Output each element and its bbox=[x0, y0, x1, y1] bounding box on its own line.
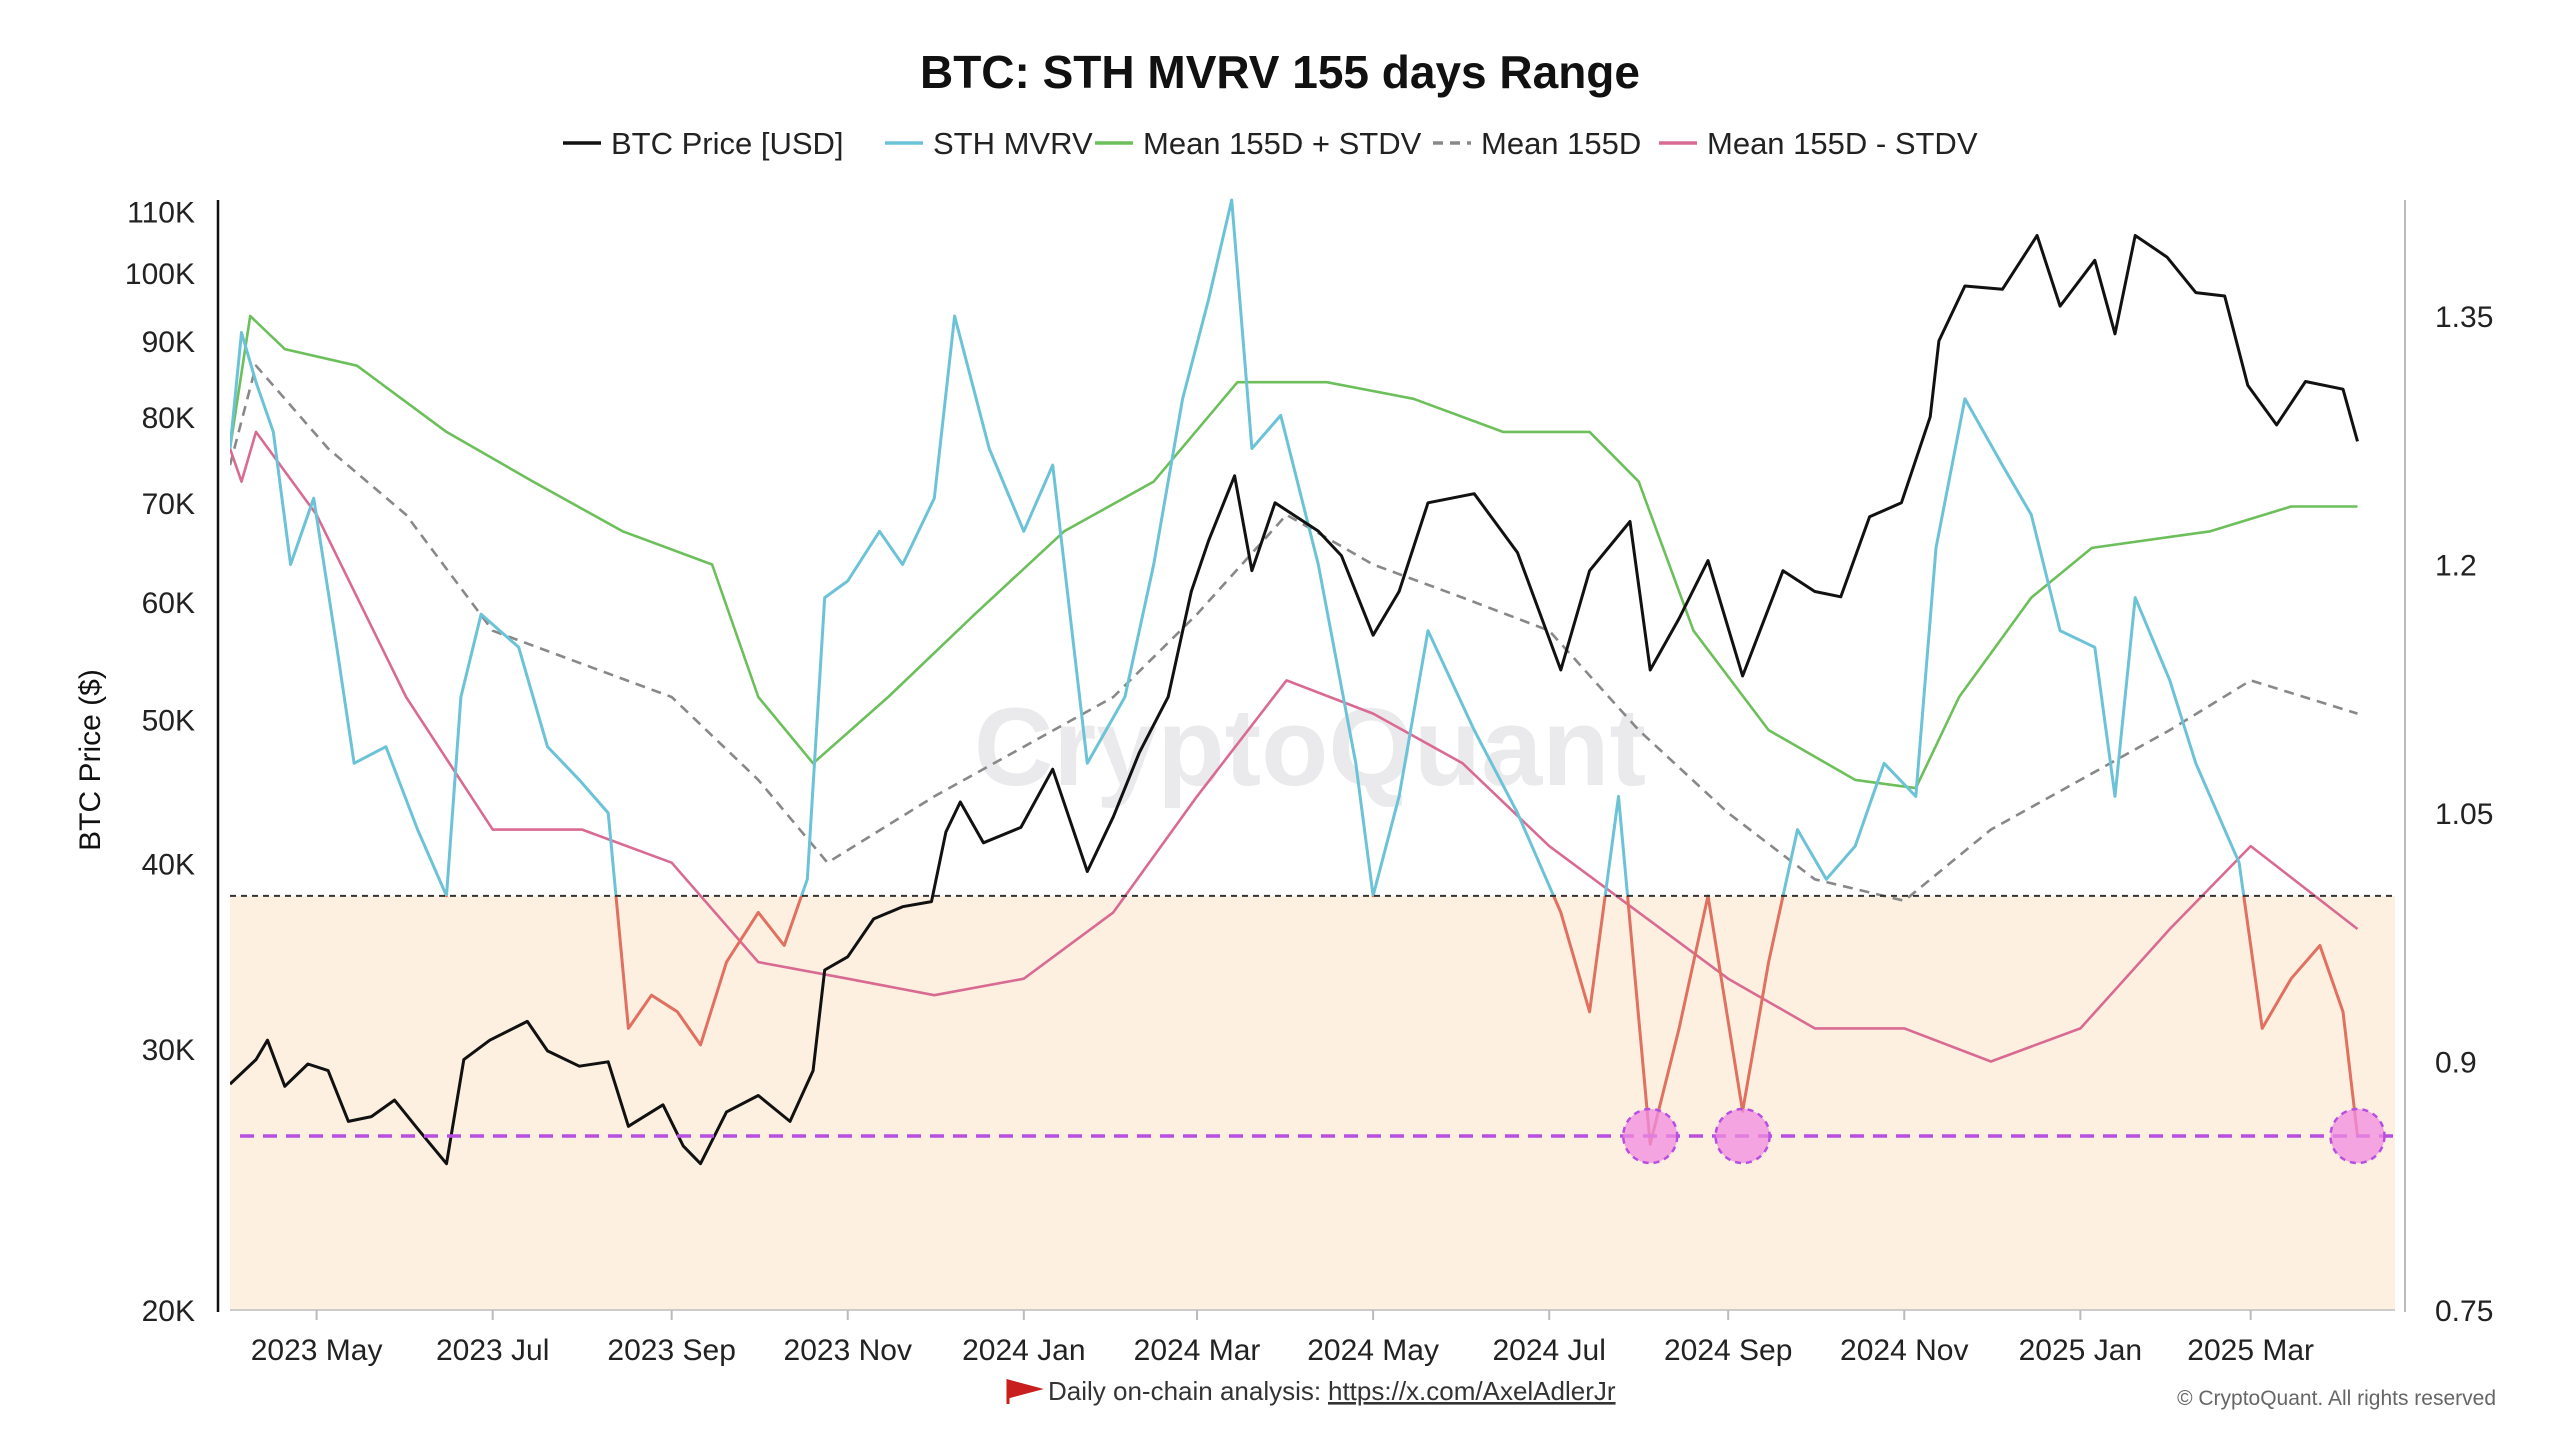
reference-lines bbox=[230, 894, 2395, 1138]
y-left-tick-label: 70K bbox=[142, 488, 195, 521]
legend: BTC Price [USD] STH MVRV Mean 155D + STDV M… bbox=[563, 126, 1978, 161]
x-tick-label: 2023 May bbox=[251, 1334, 383, 1367]
legend-item-mean-155d-stdv: Mean 155D + STDV bbox=[1095, 126, 1422, 161]
footer: Daily on-chain analysis: https://x.com/A… bbox=[1006, 1376, 2496, 1410]
flag-icon bbox=[1006, 1379, 1044, 1404]
y-left-tick-label: 50K bbox=[142, 705, 195, 738]
y-axis-left-label: BTC Price ($) bbox=[74, 669, 107, 851]
highlights bbox=[1621, 1107, 2386, 1165]
copyright: © CryptoQuant. All rights reserved bbox=[2177, 1387, 2496, 1410]
series-mean-155d-line bbox=[230, 364, 2358, 903]
series-sth-mvrv-line bbox=[230, 198, 2246, 896]
legend-item-btc-price-usd: BTC Price [USD] bbox=[563, 126, 844, 161]
x-tick-label: 2023 Sep bbox=[607, 1334, 735, 1367]
legend-label: BTC Price [USD] bbox=[611, 126, 844, 161]
x-tick-label: 2024 Sep bbox=[1664, 1334, 1792, 1367]
x-tick-label: 2024 May bbox=[1307, 1334, 1439, 1367]
legend-label: Mean 155D + STDV bbox=[1143, 126, 1422, 161]
x-tick-label: 2023 Jul bbox=[436, 1334, 549, 1367]
y-left-tick-label: 20K bbox=[142, 1295, 195, 1328]
y-left-tick-label: 80K bbox=[142, 402, 195, 435]
legend-label: Mean 155D bbox=[1481, 126, 1641, 161]
y-left-tick-label: 30K bbox=[142, 1034, 195, 1067]
legend-label: STH MVRV bbox=[933, 126, 1093, 161]
footer-text: Daily on-chain analysis: bbox=[1048, 1376, 1321, 1406]
y-left-tick-label: 90K bbox=[142, 326, 195, 359]
x-tick-label: 2025 Jan bbox=[2019, 1334, 2142, 1367]
highlight-circle-1 bbox=[1621, 1107, 1679, 1165]
x-tick-label: 2024 Jan bbox=[962, 1334, 1085, 1367]
axes: 20K 30K 40K 50K 60K 70K 80K 90K 100K 110K 0.75 0.9 1… bbox=[125, 197, 2493, 1367]
y-left-tick-label: 110K bbox=[127, 197, 195, 230]
highlight-circle-3 bbox=[2329, 1107, 2386, 1165]
y-left-tick-label: 100K bbox=[125, 258, 195, 291]
y-left-tick-label: 40K bbox=[142, 848, 195, 881]
x-tick-label: 2023 Nov bbox=[784, 1334, 912, 1367]
chart-title: BTC: STH MVRV 155 days Range bbox=[920, 46, 1640, 98]
y-right-tick-label: 1.35 bbox=[2435, 301, 2493, 334]
legend-item-mean-155d-stdv: Mean 155D - STDV bbox=[1659, 126, 1978, 161]
series-btc-price-usd-line bbox=[230, 234, 2359, 1166]
y-right-tick-label: 0.75 bbox=[2435, 1295, 2493, 1328]
x-tick-label: 2024 Mar bbox=[1134, 1334, 1261, 1367]
series-mean-155d-stdv-line bbox=[230, 314, 2358, 790]
series-layer bbox=[230, 198, 2359, 1166]
legend-item-sth-mvrv: STH MVRV bbox=[885, 126, 1093, 161]
highlight-circle-2 bbox=[1714, 1107, 1771, 1165]
legend-label: Mean 155D - STDV bbox=[1707, 126, 1978, 161]
x-tick-label: 2025 Mar bbox=[2187, 1334, 2314, 1367]
watermark: CryptoQuant bbox=[974, 686, 1646, 809]
footer-link[interactable]: https://x.com/AxelAdlerJr bbox=[1328, 1376, 1616, 1406]
series-mean-155d-stdv-line bbox=[230, 430, 2359, 1063]
shaded-zone bbox=[230, 895, 2395, 1310]
y-right-tick-label: 1.2 bbox=[2435, 549, 2477, 582]
y-right-tick-label: 1.05 bbox=[2435, 798, 2493, 831]
x-tick-label: 2024 Nov bbox=[1840, 1334, 1968, 1367]
y-right-tick-label: 0.9 bbox=[2435, 1046, 2477, 1079]
x-tick-label: 2024 Jul bbox=[1492, 1334, 1605, 1367]
y-left-tick-label: 60K bbox=[142, 587, 195, 620]
legend-item-mean-155d: Mean 155D bbox=[1433, 126, 1641, 161]
